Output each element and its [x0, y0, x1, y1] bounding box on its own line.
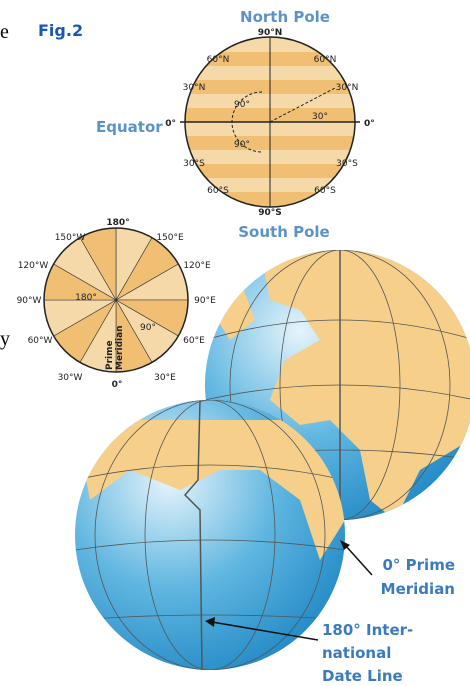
- lat-tick: 0°: [165, 119, 176, 129]
- longitude-circle: [43, 227, 189, 373]
- prime-meridian-label: 0° Prime: [383, 556, 456, 574]
- lat-tick: 90°N: [258, 28, 283, 38]
- lon-tick: 150°E: [156, 233, 184, 243]
- lat-tick: 60°N: [207, 55, 230, 65]
- lon-tick: 60°E: [183, 336, 205, 346]
- angle-label: 30°: [312, 112, 328, 122]
- edge-fragment: e: [0, 21, 9, 43]
- prime-meridian-label: Meridian: [381, 580, 455, 598]
- lon-tick: 60°W: [28, 336, 53, 346]
- angle-label: 90°: [234, 140, 250, 150]
- meridian-label: Prime: [105, 340, 115, 370]
- lon-tick: 0°: [112, 380, 123, 390]
- globe-front: [75, 400, 345, 670]
- longitude-outline: [43, 227, 189, 373]
- figure-label: Fig.2: [38, 21, 83, 40]
- lon-tick: 30°E: [154, 373, 176, 383]
- lon-tick: 30°W: [58, 373, 83, 383]
- arrow: [211, 621, 319, 641]
- lat-tick: 60°S: [207, 186, 229, 196]
- date-line-label: 180° Inter-: [322, 621, 413, 639]
- angle-label: 90°: [140, 323, 156, 333]
- lat-tick: 30°S: [336, 159, 358, 169]
- date-line-label: Date Line: [322, 667, 403, 685]
- equator-label: Equator: [96, 118, 163, 136]
- lon-tick: 120°E: [183, 261, 211, 271]
- lat-tick: 0°: [364, 119, 375, 129]
- lat-tick: 60°N: [314, 55, 337, 65]
- lat-tick: 90°S: [258, 208, 282, 218]
- angle-label: 180°: [75, 293, 97, 303]
- south-pole-label: South Pole: [238, 223, 329, 241]
- lon-tick: 120°W: [18, 261, 49, 271]
- angle-label: 90°: [234, 100, 250, 110]
- lat-tick: 30°N: [336, 83, 359, 93]
- north-pole-label: North Pole: [240, 8, 330, 26]
- arrow: [344, 544, 373, 576]
- lon-tick: 150°W: [55, 233, 86, 243]
- lat-tick: 30°S: [183, 159, 205, 169]
- lon-tick: 180°: [106, 218, 129, 228]
- meridian-label: Meridian: [115, 325, 125, 370]
- lat-tick: 30°N: [183, 83, 206, 93]
- lon-tick: 90°E: [194, 296, 216, 306]
- date-line-label: national: [322, 644, 391, 662]
- lon-tick: 90°W: [17, 296, 42, 306]
- edge-fragment: y: [0, 328, 10, 350]
- lat-tick: 60°S: [314, 186, 336, 196]
